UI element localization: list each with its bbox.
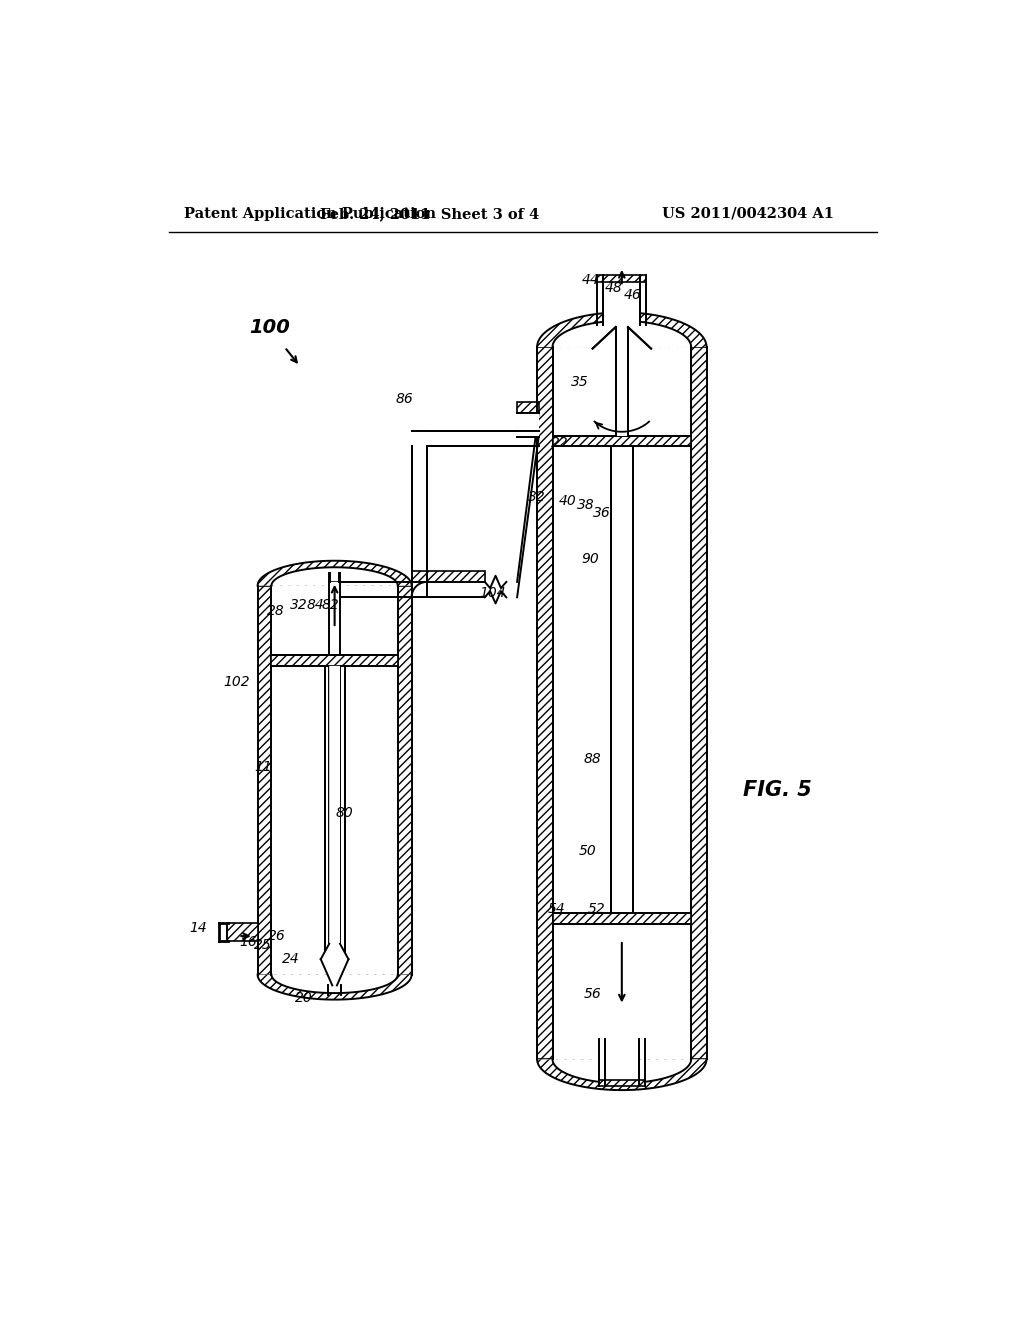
Bar <box>538 347 553 1059</box>
Text: 84: 84 <box>306 598 325 612</box>
Bar <box>412 582 484 597</box>
Text: 90: 90 <box>582 552 599 566</box>
Polygon shape <box>321 665 348 985</box>
Polygon shape <box>538 313 707 347</box>
Bar <box>597 275 646 282</box>
Text: 102: 102 <box>223 675 250 689</box>
Bar <box>412 572 484 582</box>
Text: 20: 20 <box>295 991 312 1005</box>
Text: 100: 100 <box>249 318 290 338</box>
Polygon shape <box>271 568 397 586</box>
Polygon shape <box>553 1059 691 1084</box>
Text: 86: 86 <box>396 392 414 405</box>
Polygon shape <box>553 321 691 347</box>
Bar <box>517 401 539 412</box>
Bar <box>603 275 640 325</box>
Bar <box>226 923 258 941</box>
Bar <box>325 665 345 960</box>
Polygon shape <box>258 974 412 999</box>
Bar <box>271 655 397 665</box>
Text: 24: 24 <box>282 952 300 966</box>
Bar <box>599 1080 645 1086</box>
Text: 14: 14 <box>189 921 207 936</box>
Text: 35: 35 <box>570 375 589 388</box>
Text: 28: 28 <box>266 605 285 618</box>
Text: 11: 11 <box>254 760 272 774</box>
Text: 54: 54 <box>548 902 565 916</box>
Text: 16: 16 <box>240 936 257 949</box>
Text: 36: 36 <box>593 506 610 520</box>
Text: 82: 82 <box>322 598 340 612</box>
Polygon shape <box>271 974 397 993</box>
Text: 56: 56 <box>584 987 601 1001</box>
Text: Feb. 24, 2011  Sheet 3 of 4: Feb. 24, 2011 Sheet 3 of 4 <box>319 207 539 220</box>
Bar <box>691 347 707 1059</box>
Text: US 2011/0042304 A1: US 2011/0042304 A1 <box>662 207 834 220</box>
Text: 32: 32 <box>527 490 545 504</box>
Text: Patent Application Publication: Patent Application Publication <box>184 207 436 220</box>
Polygon shape <box>258 561 412 586</box>
Text: 48: 48 <box>605 281 623 294</box>
Text: 26: 26 <box>268 929 286 942</box>
Text: 88: 88 <box>584 752 601 766</box>
Bar <box>553 913 691 924</box>
Bar <box>615 327 628 436</box>
Bar <box>258 586 271 974</box>
Bar <box>517 412 539 437</box>
Text: 44: 44 <box>583 273 600 286</box>
Text: 40: 40 <box>559 494 577 508</box>
Text: 80: 80 <box>336 807 353 820</box>
Bar <box>605 1035 639 1086</box>
Bar <box>412 430 427 446</box>
Bar <box>611 446 633 913</box>
Text: FIG. 5: FIG. 5 <box>743 780 812 800</box>
Polygon shape <box>538 1059 707 1090</box>
Bar <box>593 327 651 348</box>
Bar <box>553 436 691 446</box>
Bar <box>397 586 412 974</box>
Text: 32: 32 <box>290 598 307 612</box>
Text: 50: 50 <box>579 845 596 858</box>
Text: 46: 46 <box>624 289 641 302</box>
Text: 52: 52 <box>588 902 605 916</box>
Text: 104: 104 <box>479 586 506 601</box>
Text: 25: 25 <box>254 939 272 952</box>
Text: 38: 38 <box>577 498 595 512</box>
Text: 22: 22 <box>551 437 569 450</box>
